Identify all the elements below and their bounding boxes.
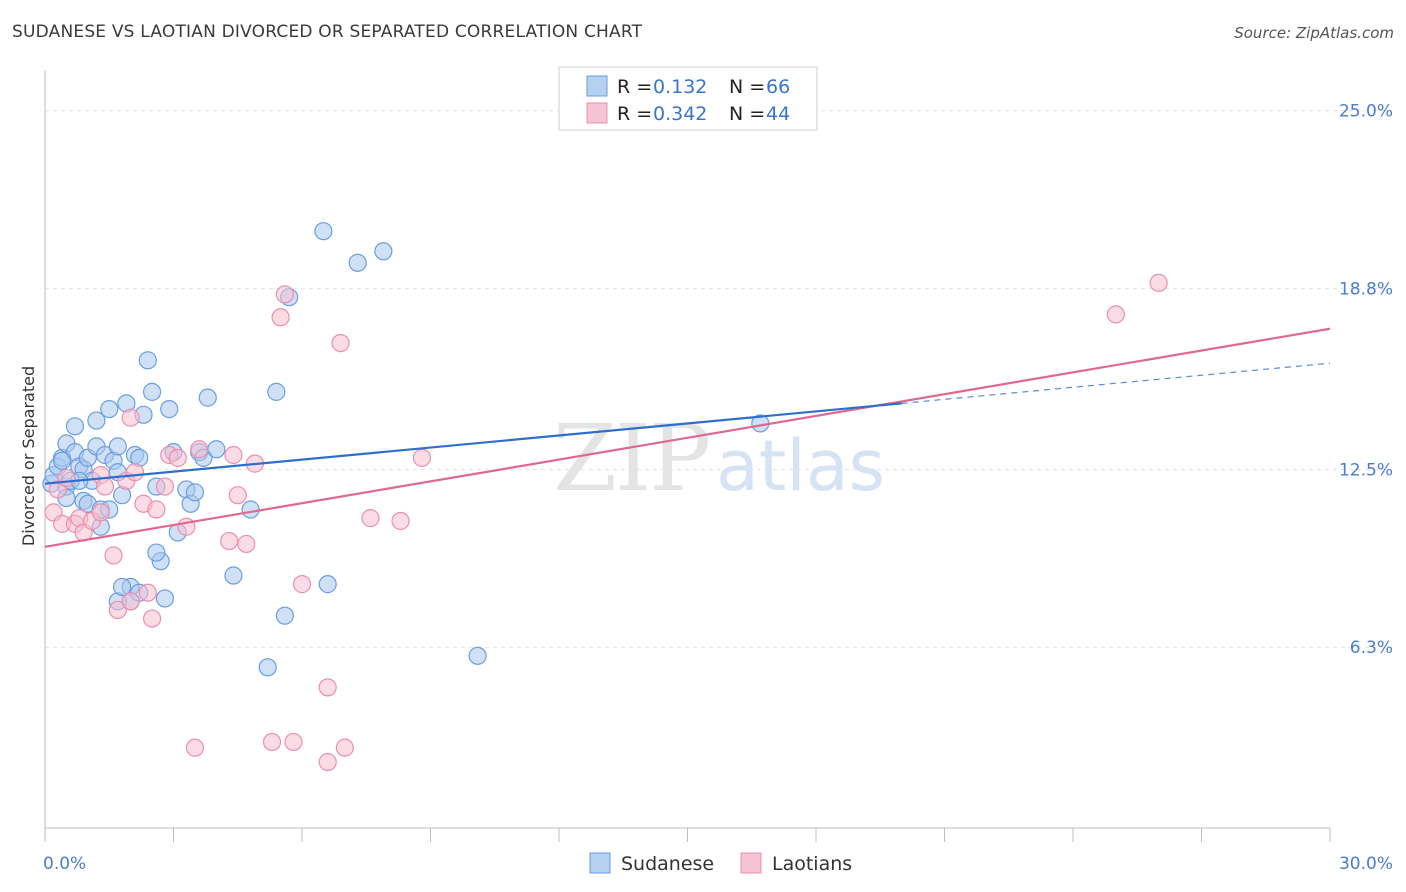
legend-n-label: N = — [729, 76, 765, 98]
y-tick-labels: 6.3% 12.5% 18.8% 25.0% — [1339, 102, 1393, 659]
laotians-point — [292, 575, 312, 594]
laotians-point — [220, 531, 239, 551]
sudanese-point — [224, 566, 243, 585]
sudanese-point — [155, 589, 175, 608]
sudanese-point — [53, 451, 72, 470]
legend-r-value: 0.132 — [653, 76, 707, 98]
laotians-point — [1149, 273, 1168, 292]
laotians-point — [318, 752, 337, 772]
legend-series: Sudanese Laotians — [589, 852, 852, 875]
laotians-point — [57, 468, 76, 488]
laotians-point — [190, 440, 209, 459]
laotians-point — [108, 600, 127, 620]
sudanese-point — [142, 382, 162, 401]
laotians-point — [224, 445, 243, 465]
legend-swatch-laotians — [586, 102, 608, 124]
laotians-point — [271, 308, 290, 327]
laotians-point — [185, 738, 205, 757]
sudanese-point — [100, 399, 119, 419]
laotians-point — [91, 503, 110, 522]
laotians-point — [121, 408, 140, 427]
sudanese-point — [348, 253, 367, 272]
laotians-point — [331, 334, 350, 353]
sudanese-point — [468, 646, 487, 665]
laotians-point — [142, 609, 162, 628]
laotians-point — [391, 511, 410, 531]
y-tick-label: 25.0% — [1339, 102, 1393, 122]
sudanese-point — [374, 242, 393, 261]
watermark-atlas: atlas — [716, 425, 885, 507]
laotians-point — [318, 678, 337, 697]
sudanese-point — [207, 440, 226, 459]
sudanese-point — [112, 577, 132, 597]
axes — [44, 70, 1331, 842]
legend-stats: R = 0.132 N = 66 R = 0.342 N = 44 — [558, 66, 818, 131]
sudanese-point — [87, 411, 106, 430]
grid-lines — [45, 110, 1392, 648]
legend-n-value: 44 — [766, 103, 790, 125]
sudanese-point — [198, 388, 217, 407]
laotians-point — [275, 285, 294, 304]
sudanese-point — [138, 351, 157, 370]
laotians-point — [361, 509, 380, 528]
laotians-point — [284, 732, 303, 752]
y-axis-label: Divorced or Separated — [19, 366, 38, 546]
laotians-point — [147, 500, 166, 519]
laotians-point — [1106, 305, 1125, 324]
legend-series-label: Sudanese — [621, 853, 714, 875]
legend-r-value: 0.342 — [653, 103, 707, 125]
data-points — [42, 222, 1168, 772]
sudanese-point — [65, 417, 85, 436]
x-tick-label: 30.0% — [1339, 854, 1393, 874]
laotians-point — [228, 486, 247, 505]
legend-r-label: R = — [617, 103, 652, 125]
watermark: ZIP atlas — [553, 405, 885, 512]
sudanese-point — [258, 658, 277, 677]
legend-n-value: 66 — [766, 76, 790, 98]
laotians-point — [121, 592, 140, 611]
laotians-point — [168, 448, 187, 467]
laotians-point — [104, 546, 123, 565]
sudanese-trend-line — [44, 402, 902, 485]
legend-r-label: R = — [617, 76, 652, 98]
laotians-trend-line — [44, 327, 1331, 548]
laotians-point — [335, 738, 354, 757]
chart-title: SUDANESE VS LAOTIAN DIVORCED OR SEPARATE… — [12, 22, 643, 42]
y-tick-label: 12.5% — [1339, 460, 1393, 480]
sudanese-point — [318, 575, 337, 594]
legend-series-label: Laotians — [772, 853, 852, 875]
source-label: Source: ZipAtlas.com — [1234, 24, 1394, 42]
laotians-point — [412, 448, 432, 467]
legend-swatch-laotians — [740, 852, 762, 874]
x-tick-label: 0.0% — [43, 854, 86, 874]
legend-swatch-sudanese — [589, 852, 611, 874]
legend-n-label: N = — [729, 103, 765, 125]
laotians-point — [155, 477, 175, 496]
sudanese-point — [241, 500, 260, 519]
y-tick-label: 6.3% — [1350, 638, 1393, 658]
laotians-point — [95, 477, 115, 496]
x-tick-labels: 0.0% 30.0% — [43, 854, 1393, 874]
sudanese-point — [275, 606, 294, 625]
sudanese-point — [185, 483, 205, 502]
laotians-point — [262, 732, 282, 752]
trend-lines — [44, 327, 1331, 548]
sudanese-point — [147, 543, 166, 562]
y-tick-label: 18.8% — [1339, 280, 1393, 300]
sudanese-point — [267, 382, 286, 401]
laotians-point — [125, 463, 145, 482]
watermark-zip: ZIP — [553, 405, 709, 512]
sudanese-point — [108, 437, 127, 456]
laotians-point — [237, 534, 256, 554]
laotians-point — [138, 583, 157, 602]
sudanese-point — [314, 222, 333, 241]
sudanese-point — [160, 399, 179, 419]
sudanese-trend-extension — [901, 362, 1331, 404]
legend-swatch-sudanese — [586, 75, 608, 97]
